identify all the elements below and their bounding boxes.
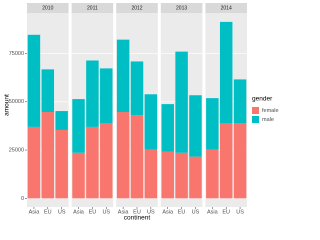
bar-segment (175, 152, 188, 199)
legend-key (252, 116, 259, 123)
bar-segment (116, 112, 130, 199)
bar-segment (161, 151, 174, 199)
bar-segment (130, 61, 144, 116)
bar-segment (233, 79, 247, 124)
bar-segment (189, 95, 202, 157)
facet-label: 2011 (87, 5, 98, 11)
x-tick-label: US (236, 209, 244, 215)
x-tick-label: Asia (73, 209, 85, 215)
facet-label: 2013 (176, 5, 187, 11)
x-axis-title: continent (124, 215, 151, 222)
x-tick-label: Asia (29, 209, 41, 215)
x-tick-label: US (58, 209, 66, 215)
bar-segment (86, 60, 99, 127)
bar-segment (55, 111, 68, 130)
strip (27, 3, 69, 13)
strip (160, 3, 203, 13)
bar-segment (219, 123, 233, 199)
bar-segment (100, 123, 113, 199)
bar-segment (72, 152, 85, 199)
y-tick-label: 0 (21, 196, 24, 202)
bar-segment (175, 51, 188, 153)
bar-segment (144, 94, 158, 150)
bar-segment (130, 115, 144, 199)
bar-segment (144, 149, 158, 199)
strip (205, 3, 247, 13)
x-tick-label: Asia (162, 209, 174, 215)
legend-label: female (262, 108, 279, 114)
legend-key (252, 107, 259, 114)
bar-segment (206, 149, 219, 199)
bar-segment (206, 98, 219, 150)
y-tick-label: 50000 (9, 99, 24, 105)
bar-segment (161, 104, 174, 152)
bar-segment (55, 129, 68, 199)
bar-segment (41, 69, 55, 113)
strip (116, 3, 158, 13)
legend-label: male (262, 117, 274, 123)
x-tick-label: Asia (118, 209, 130, 215)
facet-label: 2010 (42, 5, 53, 11)
bar-segment (233, 123, 247, 199)
strip (71, 3, 114, 13)
x-tick-label: EU (222, 209, 230, 215)
x-tick-label: US (102, 209, 110, 215)
chart: amount continent gender 0 25000 50000 75000… (4, 3, 279, 222)
bar-segment (27, 126, 41, 199)
bar-segment (41, 112, 55, 199)
bar-segment (219, 21, 233, 124)
bar-segment (116, 39, 130, 113)
y-tick-label: 25000 (9, 148, 24, 154)
x-tick-label: Asia (207, 209, 219, 215)
bar-segment (189, 156, 202, 199)
legend-title: gender (252, 96, 273, 103)
bar-segment (72, 99, 85, 153)
bar-segment (100, 68, 113, 124)
y-tick-label: 75000 (9, 51, 24, 57)
bar-segment (27, 34, 41, 127)
bar-segment (86, 126, 99, 199)
facet-label: 2012 (131, 5, 142, 11)
facet-label: 2014 (221, 5, 232, 11)
x-tick-label: EU (133, 209, 141, 215)
x-tick-label: US (192, 209, 200, 215)
y-axis-title: amount (4, 94, 11, 116)
x-tick-label: EU (44, 209, 52, 215)
x-tick-label: US (147, 209, 155, 215)
x-tick-label: EU (178, 209, 186, 215)
x-tick-label: EU (89, 209, 97, 215)
